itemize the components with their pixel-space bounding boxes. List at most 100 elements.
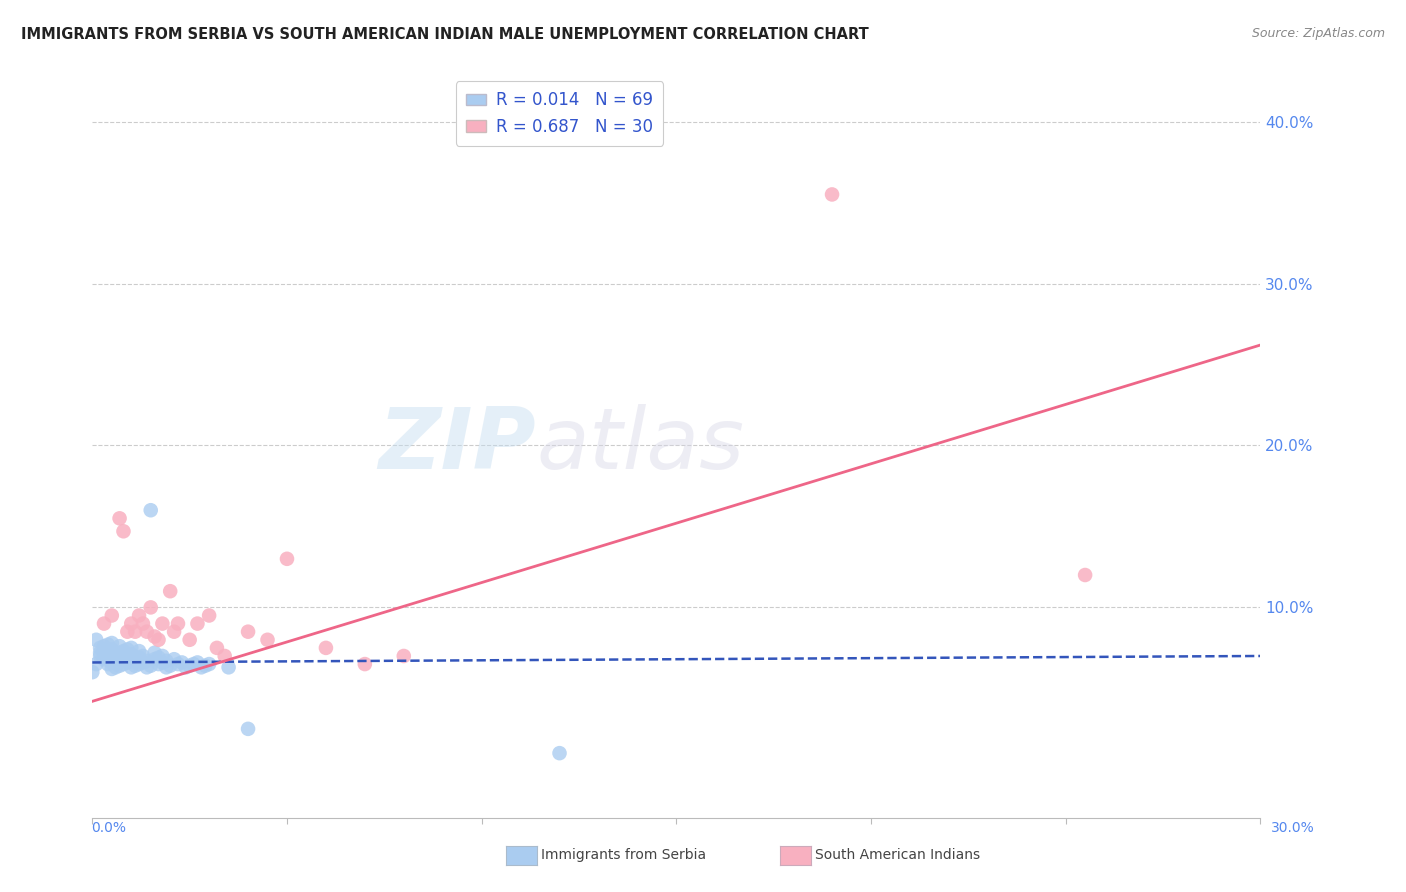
Point bbox=[167, 616, 190, 631]
Text: ZIP: ZIP bbox=[378, 404, 536, 487]
Point bbox=[101, 648, 124, 663]
Point bbox=[108, 646, 131, 660]
Point bbox=[132, 648, 155, 663]
Point bbox=[548, 746, 571, 760]
Point bbox=[152, 648, 174, 663]
Point bbox=[179, 658, 201, 673]
Point bbox=[159, 584, 181, 599]
Text: atlas: atlas bbox=[536, 404, 744, 487]
Point bbox=[174, 660, 197, 674]
Point bbox=[117, 624, 139, 639]
Point bbox=[139, 658, 162, 673]
Point bbox=[120, 640, 142, 655]
Point bbox=[155, 660, 177, 674]
Point bbox=[135, 660, 157, 674]
Point bbox=[117, 648, 139, 663]
Point bbox=[97, 644, 120, 658]
Point bbox=[128, 608, 150, 623]
Point bbox=[108, 658, 131, 673]
Point bbox=[89, 648, 111, 663]
Point bbox=[101, 656, 124, 670]
Legend: R = 0.014   N = 69, R = 0.687   N = 30: R = 0.014 N = 69, R = 0.687 N = 30 bbox=[456, 81, 664, 145]
Point bbox=[97, 657, 120, 671]
Point bbox=[148, 632, 170, 647]
Point bbox=[143, 630, 166, 644]
Point bbox=[93, 652, 115, 666]
Point bbox=[821, 187, 844, 202]
Point bbox=[124, 624, 146, 639]
Point bbox=[179, 632, 201, 647]
Point bbox=[392, 648, 415, 663]
Point bbox=[124, 652, 146, 666]
Point bbox=[93, 616, 115, 631]
Point bbox=[97, 638, 120, 652]
Point bbox=[117, 656, 139, 670]
Point bbox=[89, 640, 111, 655]
Point bbox=[93, 648, 115, 662]
Point bbox=[148, 650, 170, 665]
Point bbox=[256, 632, 278, 647]
Point bbox=[120, 616, 142, 631]
Point bbox=[198, 608, 221, 623]
Point bbox=[132, 616, 155, 631]
Point bbox=[135, 654, 157, 668]
Point bbox=[198, 657, 221, 671]
Point bbox=[186, 616, 208, 631]
Point bbox=[82, 665, 104, 680]
Point bbox=[124, 658, 146, 673]
Point bbox=[108, 640, 131, 654]
Point bbox=[143, 652, 166, 666]
Point bbox=[152, 616, 174, 631]
Point bbox=[89, 646, 111, 660]
Text: South American Indians: South American Indians bbox=[815, 848, 980, 863]
Point bbox=[93, 642, 115, 657]
Point bbox=[108, 511, 131, 525]
Point bbox=[132, 656, 155, 670]
Point bbox=[120, 648, 142, 662]
Point bbox=[139, 600, 162, 615]
Point bbox=[170, 656, 193, 670]
Text: 30.0%: 30.0% bbox=[1271, 821, 1315, 835]
Point bbox=[120, 654, 142, 668]
Point bbox=[183, 657, 205, 671]
Point bbox=[104, 654, 127, 668]
Point bbox=[104, 660, 127, 674]
Point bbox=[104, 648, 127, 662]
Text: IMMIGRANTS FROM SERBIA VS SOUTH AMERICAN INDIAN MALE UNEMPLOYMENT CORRELATION CH: IMMIGRANTS FROM SERBIA VS SOUTH AMERICAN… bbox=[21, 27, 869, 42]
Point bbox=[1074, 568, 1097, 582]
Point bbox=[97, 650, 120, 665]
Text: 0.0%: 0.0% bbox=[91, 821, 127, 835]
Point bbox=[163, 624, 186, 639]
Point bbox=[128, 657, 150, 671]
Point bbox=[236, 624, 259, 639]
Text: Immigrants from Serbia: Immigrants from Serbia bbox=[541, 848, 706, 863]
Point bbox=[93, 640, 115, 654]
Text: Source: ZipAtlas.com: Source: ZipAtlas.com bbox=[1251, 27, 1385, 40]
Point bbox=[101, 642, 124, 657]
Point bbox=[205, 640, 228, 655]
Point bbox=[112, 644, 135, 658]
Point bbox=[112, 650, 135, 665]
Point bbox=[218, 660, 240, 674]
Point bbox=[128, 650, 150, 665]
Point bbox=[117, 642, 139, 657]
Point bbox=[190, 660, 212, 674]
Point bbox=[152, 656, 174, 670]
Point bbox=[120, 660, 142, 674]
Point bbox=[214, 648, 236, 663]
Point bbox=[194, 658, 217, 673]
Point bbox=[276, 551, 298, 566]
Point bbox=[354, 657, 377, 671]
Point bbox=[155, 654, 177, 668]
Point bbox=[139, 503, 162, 517]
Point bbox=[143, 646, 166, 660]
Point bbox=[112, 657, 135, 671]
Point bbox=[112, 524, 135, 539]
Point bbox=[163, 652, 186, 666]
Point bbox=[315, 640, 337, 655]
Point bbox=[167, 657, 190, 671]
Point bbox=[101, 608, 124, 623]
Point bbox=[128, 644, 150, 658]
Point bbox=[84, 632, 107, 647]
Point bbox=[101, 636, 124, 650]
